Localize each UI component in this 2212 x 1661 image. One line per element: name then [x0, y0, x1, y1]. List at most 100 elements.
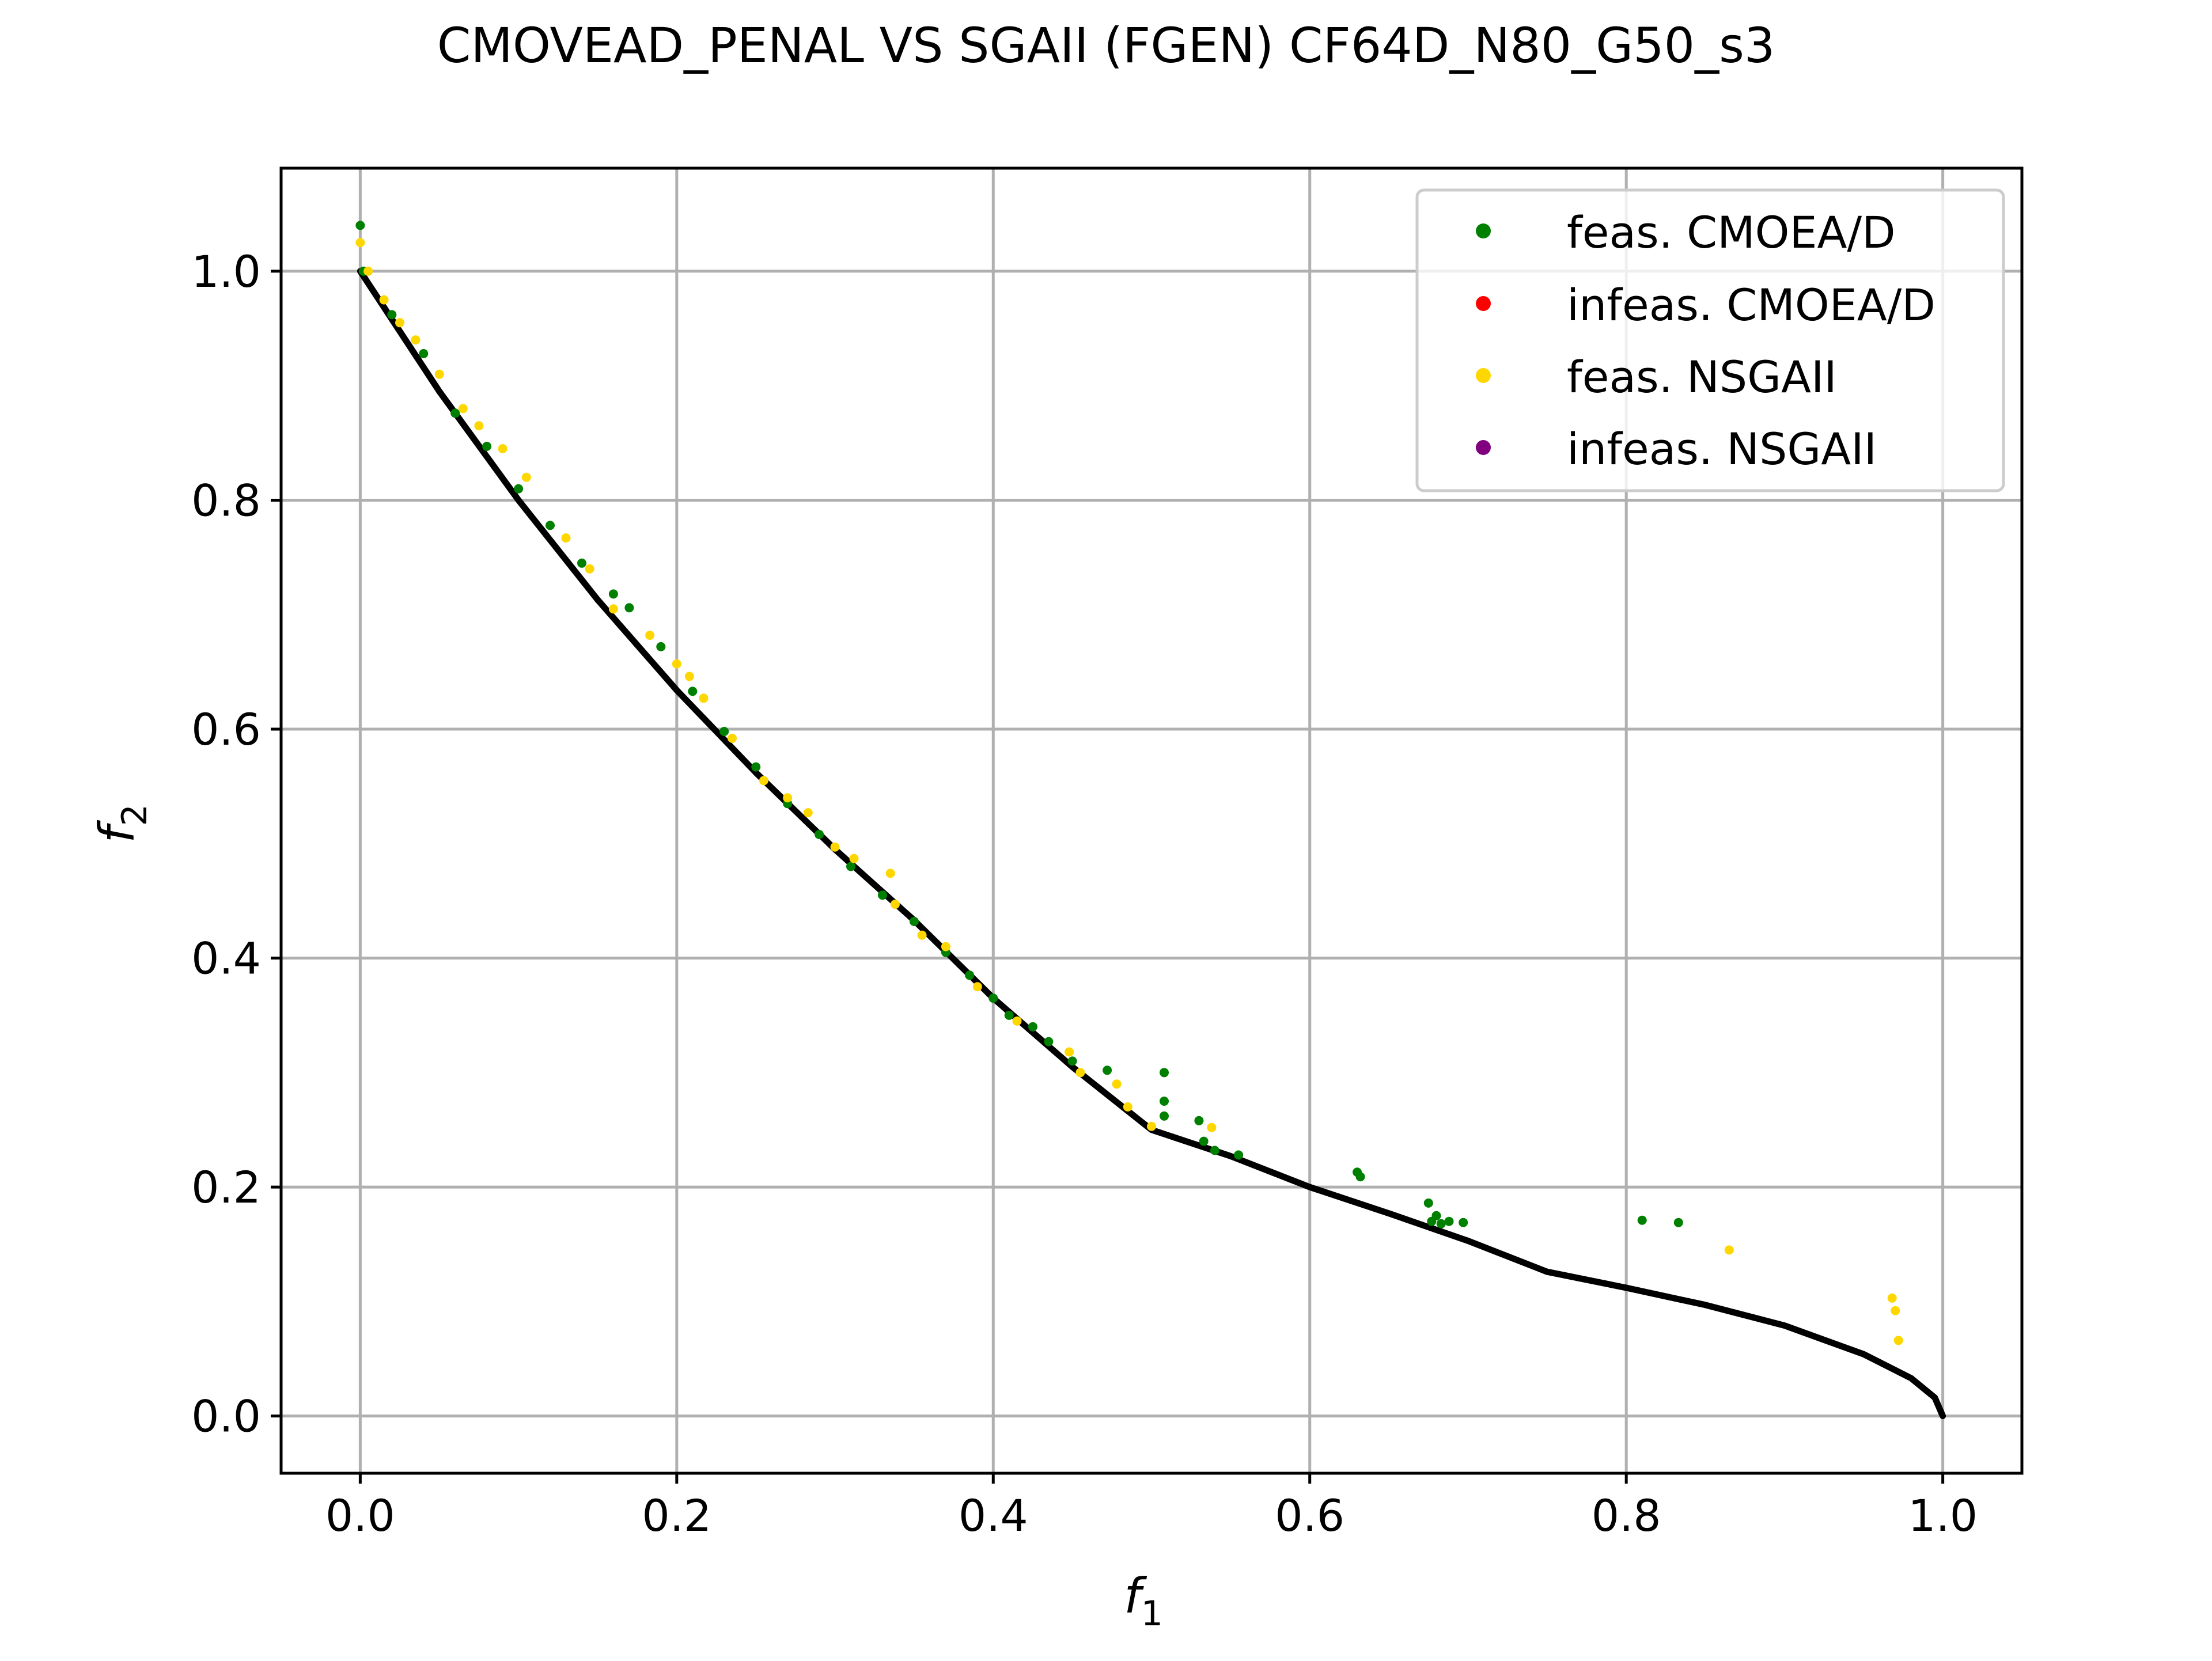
y-axis-label: f2 [89, 804, 155, 843]
data-point-series-0 [482, 442, 492, 451]
data-point-series-0 [965, 970, 975, 980]
data-point-series-2 [1147, 1121, 1156, 1131]
grid [281, 168, 2022, 1473]
data-point-series-2 [521, 472, 531, 482]
data-point-series-0 [1160, 1097, 1169, 1106]
data-point-series-0 [1199, 1136, 1209, 1146]
data-point-series-0 [450, 408, 460, 418]
legend-marker-infeas-cmoead [1476, 296, 1491, 311]
data-point-series-0 [1103, 1065, 1112, 1075]
data-point-series-2 [561, 533, 571, 543]
data-point-series-0 [355, 221, 365, 230]
data-point-series-2 [885, 869, 895, 878]
data-point-series-0 [608, 589, 618, 599]
data-point-series-0 [656, 642, 666, 651]
data-point-series-2 [1893, 1336, 1903, 1345]
legend: feas. CMOEA/D infeas. CMOEA/D feas. NSGA… [1415, 188, 2005, 492]
data-point-series-0 [514, 484, 524, 494]
data-point-series-0 [1160, 1068, 1169, 1078]
data-point-series-0 [387, 310, 397, 320]
data-point-series-0 [1234, 1150, 1244, 1160]
data-point-series-0 [624, 603, 634, 613]
x-tick-label: 0.8 [1592, 1490, 1661, 1541]
y-tick-label: 0.4 [191, 933, 261, 984]
data-point-series-2 [972, 982, 982, 992]
data-point-series-0 [1444, 1216, 1454, 1226]
data-point-series-2 [1207, 1122, 1217, 1132]
data-point-series-2 [1724, 1245, 1734, 1255]
data-point-series-0 [1160, 1111, 1169, 1121]
legend-label-infeas-cmoead: infeas. CMOEA/D [1567, 279, 1936, 331]
data-point-series-0 [1436, 1219, 1446, 1228]
y-tick-label: 0.0 [191, 1391, 261, 1442]
data-point-series-0 [1637, 1215, 1647, 1225]
pareto-front [357, 268, 1946, 1420]
y-tick-label: 0.8 [191, 475, 261, 526]
axes [279, 166, 2024, 1475]
data-point-series-0 [878, 890, 887, 900]
data-point-series-2 [1123, 1102, 1132, 1112]
legend-label-infeas-nsgaii: infeas. NSGAII [1567, 423, 1877, 475]
data-point-series-0 [1067, 1056, 1077, 1066]
data-point-series-2 [1065, 1047, 1074, 1057]
data-point-series-2 [411, 335, 421, 345]
x-axis-label: f1 [1124, 1568, 1163, 1634]
y-tick-label: 0.2 [191, 1162, 261, 1213]
legend-marker-infeas-nsgaii [1476, 440, 1491, 455]
x-tick-label: 0.4 [959, 1490, 1028, 1541]
data-point-series-2 [830, 842, 840, 852]
data-point-series-0 [751, 762, 761, 772]
ticks: 0.0 0.2 0.4 0.6 0.8 1.0 0.0 0.2 0.4 0.6 0.8 1.0 [191, 246, 1978, 1541]
data-point-series-0 [1044, 1037, 1054, 1046]
data-point-series-2 [1075, 1068, 1085, 1078]
legend-marker-feas-nsgaii [1476, 368, 1491, 383]
y-tick-label: 0.6 [191, 704, 261, 755]
data-point-series-2 [474, 421, 484, 431]
data-point-series-0 [1028, 1022, 1037, 1032]
data-point-series-0 [815, 829, 824, 839]
data-point-series-2 [1891, 1306, 1900, 1315]
data-point-series-2 [699, 693, 709, 703]
y-axis-label-sub: 2 [115, 804, 155, 826]
data-point-series-2 [783, 793, 793, 803]
data-point-series-2 [759, 776, 768, 786]
chart-title: CMOVEAD_PENAL VS SGAII (FGEN) CF64D_N80_… [437, 17, 1775, 74]
data-point-series-2 [1012, 1016, 1022, 1026]
data-point-series-2 [1112, 1079, 1122, 1089]
data-point-series-0 [1673, 1218, 1683, 1227]
data-point-series-0 [1423, 1198, 1433, 1208]
data-point-series-2 [645, 631, 655, 640]
pareto-front-line [357, 268, 1946, 1420]
x-tick-label: 0.2 [642, 1490, 711, 1541]
data-point-series-0 [846, 862, 855, 871]
data-point-series-2 [379, 295, 389, 305]
data-point-series-2 [672, 659, 681, 669]
data-point-series-2 [803, 808, 813, 818]
data-point-series-2 [941, 942, 950, 951]
data-point-series-2 [585, 564, 594, 574]
data-point-series-0 [577, 558, 586, 568]
data-point-series-2 [434, 369, 444, 379]
legend-label-feas-nsgaii: feas. NSGAII [1567, 351, 1837, 403]
data-point-series-2 [458, 404, 468, 414]
data-point-series-2 [498, 444, 507, 453]
scatter-points [355, 221, 1903, 1345]
x-axis-label-sub: 1 [1141, 1594, 1163, 1634]
data-point-series-2 [608, 604, 618, 614]
data-point-series-2 [890, 900, 900, 909]
plot-frame [279, 166, 2024, 1475]
data-point-series-0 [546, 521, 555, 530]
data-point-series-2 [363, 266, 373, 276]
data-point-series-0 [1459, 1218, 1468, 1227]
data-point-series-0 [1194, 1116, 1204, 1125]
data-point-series-0 [1210, 1146, 1219, 1155]
data-point-series-2 [728, 733, 737, 743]
data-point-series-0 [719, 727, 729, 736]
legend-label-feas-cmoead: feas. CMOEA/D [1567, 207, 1896, 258]
data-point-series-0 [688, 687, 698, 696]
data-point-series-2 [395, 318, 404, 328]
legend-frame [1415, 188, 2005, 492]
x-tick-label: 1.0 [1908, 1490, 1978, 1541]
data-point-series-2 [1887, 1293, 1897, 1303]
